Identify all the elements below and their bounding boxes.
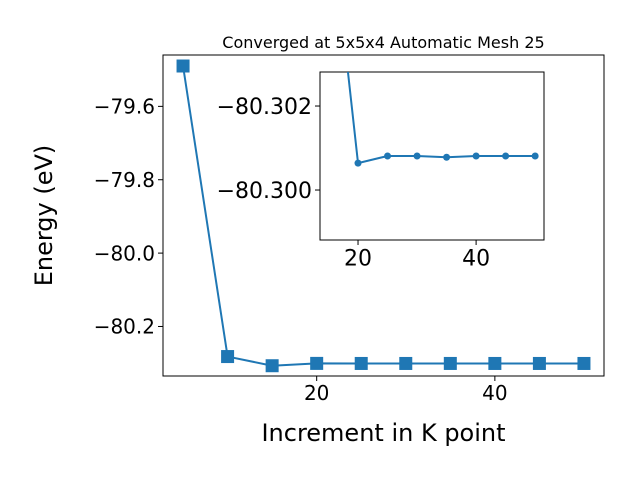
y-tick-label: −79.6 (94, 95, 155, 119)
marker (176, 59, 190, 73)
y-tick-label: −80.300 (217, 179, 312, 204)
y-axis-label: Energy (eV) (30, 145, 58, 287)
marker (472, 152, 480, 160)
line (346, 72, 536, 165)
marker (532, 356, 546, 370)
marker (531, 152, 539, 160)
series (346, 72, 539, 167)
marker (502, 152, 510, 160)
y-tick-label: −80.2 (94, 315, 155, 339)
marker (265, 359, 279, 373)
marker (413, 152, 421, 160)
marker (354, 356, 368, 370)
x-axis-label: Increment in K point (261, 419, 505, 447)
marker (354, 159, 362, 167)
x-tick-label: 20 (304, 381, 329, 405)
marker (310, 356, 324, 370)
series (176, 59, 591, 373)
y-tick-label: −80.302 (217, 95, 312, 120)
y-tick-label: −80.0 (94, 241, 155, 265)
marker (443, 356, 457, 370)
marker (384, 152, 392, 160)
marker (577, 356, 591, 370)
marker (488, 356, 502, 370)
x-tick-label: 20 (344, 247, 372, 272)
marker (399, 356, 413, 370)
chart-title: Converged at 5x5x4 Automatic Mesh 25 (222, 33, 544, 52)
y-tick-label: −79.8 (94, 168, 155, 192)
marker (443, 153, 451, 161)
x-tick-label: 40 (462, 247, 490, 272)
x-tick-label: 40 (482, 381, 507, 405)
marker (221, 350, 235, 364)
line (182, 65, 584, 367)
